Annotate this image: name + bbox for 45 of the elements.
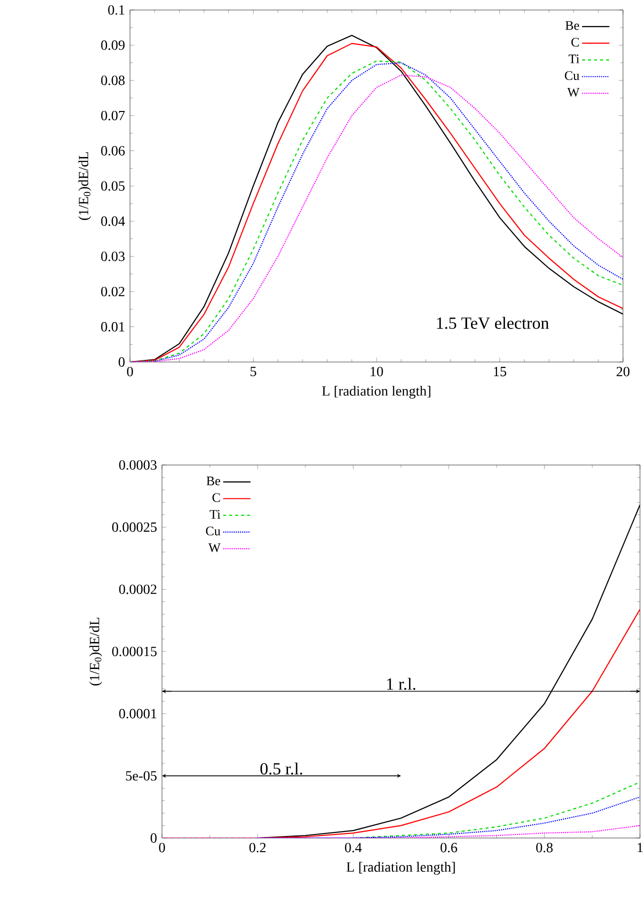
legend-label: Ti	[568, 54, 580, 64]
legend-label: Be	[565, 21, 580, 30]
y-tick-label: 0.03	[101, 252, 125, 262]
y-tick-label: 0.0003	[119, 460, 157, 470]
legend-label: Cu	[564, 71, 580, 80]
x-tick-label: 0.2	[249, 842, 266, 852]
y-tick-label: 0.04	[101, 216, 125, 226]
y-tick-label: 0.05	[101, 181, 125, 191]
y-tick-label: 0.00015	[112, 646, 157, 656]
y-tick-label: 0	[118, 357, 125, 367]
y-tick-label: 0.02	[101, 286, 124, 296]
legend-label: Cu	[206, 526, 220, 536]
y-tick-label: 0.06	[101, 146, 125, 156]
legend-label: Be	[206, 476, 220, 486]
y-tick-label: 0	[150, 833, 157, 843]
y-tick-label: 0.0002	[119, 584, 156, 594]
legend-label: C	[571, 38, 579, 47]
legend-label: Ti	[210, 510, 220, 519]
y-tick-label: 0.01	[101, 322, 124, 332]
legend-label: W	[567, 88, 580, 97]
y-tick-label: 0.09	[101, 40, 125, 50]
ref-line-label: 1 r.l.	[387, 678, 416, 690]
x-tick-label: 5	[250, 366, 256, 376]
x-axis-title: L [radiation length]	[346, 862, 455, 875]
y-axis-title: (1/E$_{0}$)dE/dL	[89, 618, 102, 686]
x-tick-label: 15	[494, 366, 506, 376]
y-tick-label: 5e-05	[126, 771, 157, 781]
x-tick-label: 0.6	[440, 842, 458, 852]
x-tick-label: 0.8	[536, 842, 553, 852]
x-tick-label: 1	[638, 842, 643, 852]
y-tick-label: 0.1	[108, 5, 124, 15]
x-tick-label: 20	[616, 366, 630, 376]
y-tick-label: 0.0001	[119, 708, 156, 718]
y-axis-title: (1/E$_{0}$)dE/dL	[78, 152, 92, 220]
x-tick-label: 0.4	[344, 842, 362, 852]
annotation: 0.5 r.l.	[260, 762, 302, 775]
y-tick-label: 0.08	[101, 76, 125, 86]
annotation: 1.5 TeV electron	[437, 316, 549, 329]
x-axis-title: L [radiation length]	[322, 386, 430, 399]
y-tick-label: 0.00025	[112, 522, 157, 532]
x-tick-label: 0	[159, 842, 165, 852]
legend-label: W	[208, 543, 221, 552]
y-tick-label: 0.07	[101, 110, 125, 120]
legend-label: C	[212, 493, 220, 502]
x-tick-label: 10	[370, 366, 383, 376]
